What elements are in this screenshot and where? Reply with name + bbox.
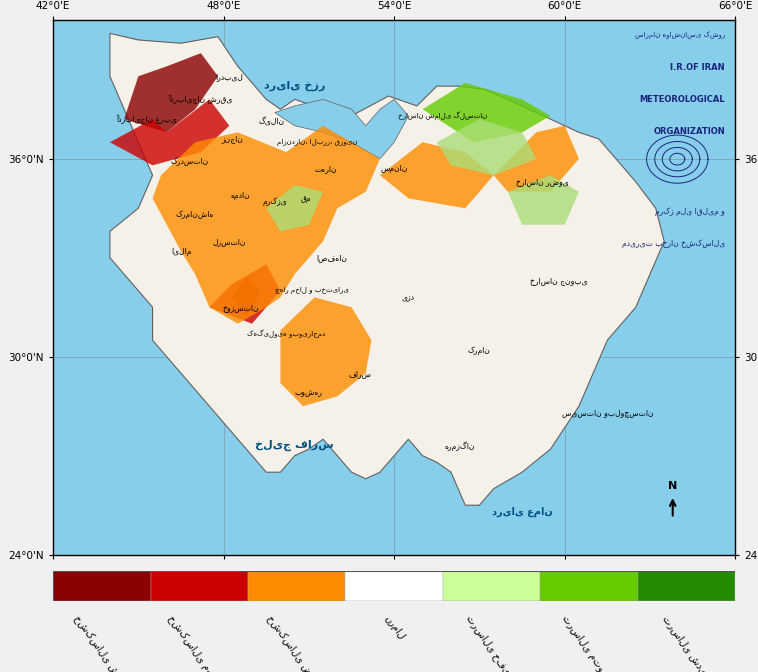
Polygon shape xyxy=(209,264,280,324)
Text: گیلان: گیلان xyxy=(259,118,285,127)
Text: مرکزی: مرکزی xyxy=(262,197,287,206)
Polygon shape xyxy=(280,297,371,406)
Text: مدیریت بحران خشکسالی: مدیریت بحران خشکسالی xyxy=(622,239,725,249)
Text: خشکسالی متوسط: خشکسالی متوسط xyxy=(166,613,233,672)
Polygon shape xyxy=(124,53,218,132)
Text: قم: قم xyxy=(301,194,312,203)
Polygon shape xyxy=(110,34,664,505)
Text: ترسالی متوسط: ترسالی متوسط xyxy=(559,613,619,672)
Text: کرمانشاه: کرمانشاه xyxy=(176,210,215,219)
Polygon shape xyxy=(110,99,229,165)
Bar xyxy=(637,571,735,601)
Polygon shape xyxy=(437,119,536,175)
Bar xyxy=(53,571,151,601)
Text: ترسالی شدید: ترسالی شدید xyxy=(661,613,712,672)
Text: دریای عمان: دریای عمان xyxy=(492,507,553,517)
Bar xyxy=(443,571,540,601)
Text: خراسان جنوبی: خراسان جنوبی xyxy=(530,276,588,286)
Text: ترسالی خفیف: ترسالی خفیف xyxy=(464,613,519,672)
Text: تهران: تهران xyxy=(315,164,337,173)
Text: لرستان: لرستان xyxy=(212,237,246,246)
Text: سازمان هواشناسی کشور: سازمان هواشناسی کشور xyxy=(634,31,725,38)
Polygon shape xyxy=(266,185,323,231)
Text: N: N xyxy=(668,480,678,491)
Bar xyxy=(248,571,346,601)
Text: آذربایجان غربی: آذربایجان غربی xyxy=(117,114,177,124)
Text: همدان: همدان xyxy=(230,191,251,200)
Text: ایلام: ایلام xyxy=(171,247,191,255)
Text: اصفهان: اصفهان xyxy=(316,253,347,262)
Text: کردستان: کردستان xyxy=(171,157,208,167)
Text: یزد: یزد xyxy=(402,293,415,302)
Text: I.R.OF IRAN: I.R.OF IRAN xyxy=(670,63,725,72)
Polygon shape xyxy=(380,142,493,208)
Text: کهگیلویه وبویراحمد: کهگیلویه وبویراحمد xyxy=(247,329,325,338)
Polygon shape xyxy=(232,278,261,317)
Text: نرمال: نرمال xyxy=(382,613,406,641)
Text: خراسان رضوی: خراسان رضوی xyxy=(515,177,568,186)
Polygon shape xyxy=(508,175,579,224)
Text: زنجان: زنجان xyxy=(221,134,243,143)
Polygon shape xyxy=(422,83,550,142)
Text: ORGANIZATION: ORGANIZATION xyxy=(653,127,725,136)
Text: خوزستان: خوزستان xyxy=(222,302,259,312)
Text: خراسان شمالی گلستان: خراسان شمالی گلستان xyxy=(398,112,487,120)
Text: سیستان وبلوچستان: سیستان وبلوچستان xyxy=(562,409,653,417)
Text: METEOROLOGICAL: METEOROLOGICAL xyxy=(640,95,725,104)
Text: دریای خزر: دریای خزر xyxy=(264,81,325,91)
Text: فارس: فارس xyxy=(349,369,371,378)
Text: چهار محال و بختیاری: چهار محال و بختیاری xyxy=(275,287,349,294)
Text: سمنان: سمنان xyxy=(381,164,408,173)
Text: اردبیل: اردبیل xyxy=(215,72,243,81)
Polygon shape xyxy=(152,126,380,324)
Text: خلیج فارس: خلیج فارس xyxy=(255,440,334,452)
Text: کرمان: کرمان xyxy=(468,345,491,355)
Polygon shape xyxy=(274,99,409,159)
Text: هرمزگان: هرمزگان xyxy=(444,441,475,451)
Bar xyxy=(151,571,248,601)
Text: خشکسالی شدید: خشکسالی شدید xyxy=(72,613,131,672)
Polygon shape xyxy=(493,126,579,192)
Text: مازندران، البرز، قزوین: مازندران، البرز، قزوین xyxy=(277,138,358,146)
Text: بوشهر: بوشهر xyxy=(295,388,323,398)
Text: مرکز ملی اقلیم و: مرکز ملی اقلیم و xyxy=(655,207,725,216)
Bar xyxy=(346,571,443,601)
Text: آذربایجان شرقی: آذربایجان شرقی xyxy=(169,95,233,104)
Bar xyxy=(540,571,637,601)
Text: خشکسالی ضعیف: خشکسالی ضعیف xyxy=(265,613,328,672)
